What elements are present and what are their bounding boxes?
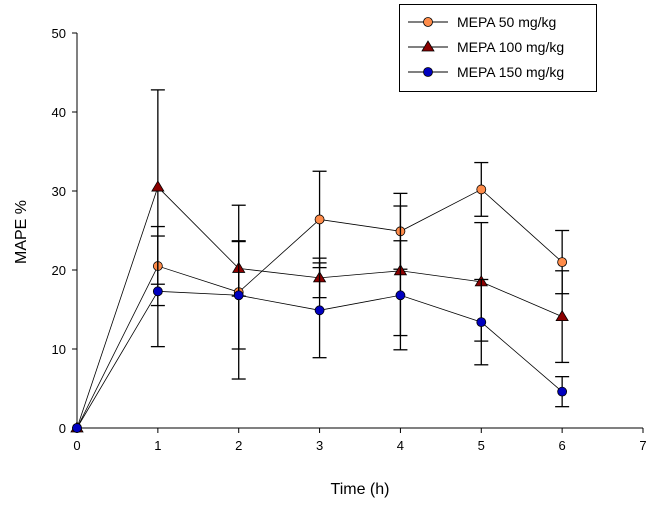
- legend-label: MEPA 50 mg/kg: [457, 14, 556, 30]
- plot-area: [70, 89, 570, 433]
- x-tick-label: 7: [639, 438, 646, 453]
- data-point: [152, 286, 163, 297]
- data-point: [476, 317, 487, 328]
- legend-marker: [423, 17, 433, 27]
- data-point: [314, 305, 325, 316]
- data-point: [476, 184, 487, 195]
- x-tick-label: 0: [73, 438, 80, 453]
- legend-marker: [421, 40, 435, 52]
- x-tick-label: 5: [478, 438, 485, 453]
- x-axis-label: Time (h): [331, 481, 390, 498]
- data-point: [555, 309, 569, 322]
- legend-label: MEPA 150 mg/kg: [457, 64, 564, 80]
- data-point: [72, 423, 82, 433]
- data-point: [233, 290, 244, 301]
- legend-label: MEPA 100 mg/kg: [457, 39, 564, 55]
- series-2: [70, 89, 570, 433]
- x-tick-label: 1: [154, 438, 161, 453]
- data-point: [151, 180, 165, 192]
- y-tick-label: 50: [52, 26, 66, 41]
- data-point: [395, 290, 406, 301]
- axes: 0 1 2 3 4 5 6 7 0 10 20 30 40 50: [52, 26, 647, 453]
- y-tick-label: 40: [52, 105, 66, 120]
- legend: MEPA 50 mg/kg MEPA 100 mg/kg MEPA 150 mg/k…: [399, 4, 597, 92]
- data-point: [557, 257, 568, 268]
- y-tick-label: 10: [52, 342, 66, 357]
- y-tick-label: 0: [59, 421, 66, 436]
- x-tick-label: 6: [559, 438, 566, 453]
- y-tick-label: 20: [52, 263, 66, 278]
- y-tick-label: 30: [52, 184, 66, 199]
- data-point: [557, 386, 568, 397]
- y-axis-label: MAPE %: [13, 200, 30, 264]
- data-point: [314, 214, 325, 225]
- legend-marker: [423, 67, 433, 77]
- x-tick-label: 4: [397, 438, 404, 453]
- x-tick-label: 3: [316, 438, 323, 453]
- series-3: [72, 235, 570, 433]
- x-tick-label: 2: [235, 438, 242, 453]
